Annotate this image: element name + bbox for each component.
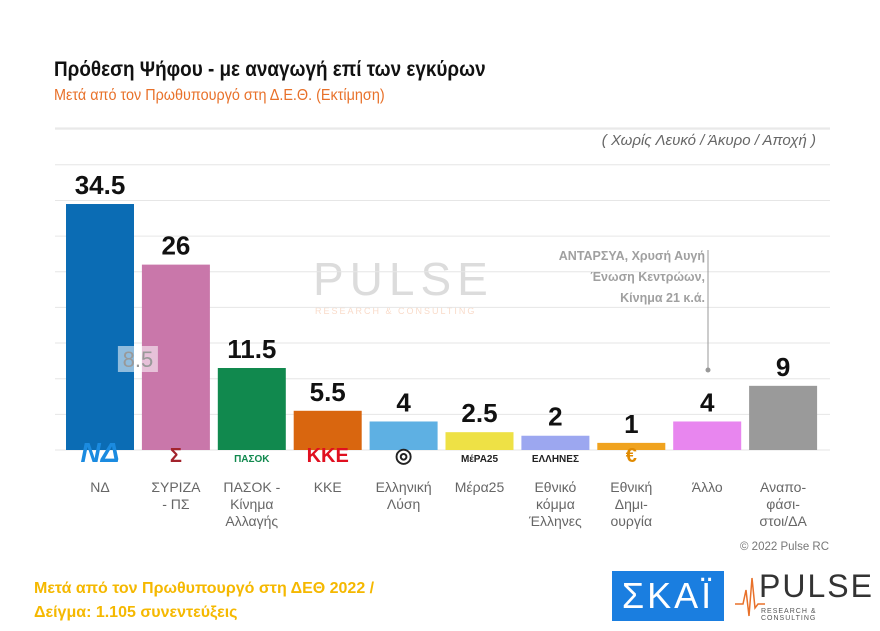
category-label: ουργία: [610, 513, 652, 529]
skai-logo: ΣΚΑΪ: [612, 571, 724, 621]
inner-label-bg: [117, 346, 158, 372]
category-label: στοι/ΔΑ: [759, 513, 807, 529]
bar: [597, 442, 666, 450]
value-label: 4: [396, 387, 411, 417]
chart-note: ( Χωρίς Λευκό / Άκυρο / Αποχή ): [601, 132, 816, 149]
category-label: Μέρα25: [455, 479, 505, 495]
category-label: Αναπο-: [760, 479, 806, 495]
bar: [521, 435, 590, 450]
category-label: Εθνικό: [534, 479, 576, 495]
value-label: 34.5: [75, 170, 126, 200]
category-label: φάσι-: [766, 496, 800, 512]
category-label: Κίνημα: [230, 496, 273, 512]
category-label: ΣΥΡΙΖΑ: [151, 479, 201, 495]
category-label: Ελληνική: [376, 479, 432, 495]
value-label: 11.5: [227, 334, 276, 364]
category-label: Εθνική: [610, 479, 652, 495]
bar: [217, 368, 286, 450]
other-annotation: ΑΝΤΑΡΣΥΑ, Χρυσή Αυγή Ένωση Κεντρώων, Κίν…: [558, 249, 705, 305]
party-logo-icon: ΚΚΕ: [307, 445, 349, 467]
category-label: - ΠΣ: [162, 496, 190, 512]
category-label: Λύση: [387, 496, 420, 512]
pulse-watermark: PULSE RESEARCH & CONSULTING: [313, 253, 494, 316]
bar: [293, 410, 362, 450]
category-label: κόμμα: [536, 496, 575, 512]
chart-subtitle: Μετά από τον Πρωθυπουργό στη Δ.Ε.Θ. (Εκτ…: [54, 87, 385, 104]
bar: [749, 385, 818, 450]
bar: [369, 421, 438, 450]
party-logo-icon: ΜέΡΑ25: [461, 454, 499, 465]
value-label: 9: [776, 352, 790, 382]
footer-note: Μετά από τον Πρωθυπουργό στη ΔΕΘ 2022 / …: [34, 580, 375, 621]
value-label: 1: [624, 409, 638, 439]
bar-chart: 34.5 ΝΔ ΝΔ 26 ΣΥΡΙΖΑ- ΠΣ Σ 11.5 ΠΑΣΟΚ -ΚίνημαΑλ…: [55, 127, 830, 529]
bar: [66, 204, 134, 450]
value-label: 4: [700, 387, 715, 417]
chart-title: Πρόθεση Ψήφου - με αναγωγή επί των εγκύρ…: [54, 58, 486, 81]
category-label: Αλλαγής: [225, 513, 278, 529]
bar: [445, 432, 514, 450]
value-label: 26: [161, 231, 190, 261]
category-label: ΠΑΣΟΚ -: [223, 479, 280, 495]
value-label: 5.5: [310, 377, 346, 407]
category-label: Δημι-: [615, 496, 648, 512]
value-label: 2: [548, 402, 562, 432]
party-logo-icon: ΕΛΛΗΝΕΣ: [532, 454, 579, 465]
party-logo-icon: €: [626, 445, 637, 467]
pulse-logo: PULSE RESEARCH & CONSULTING: [735, 568, 872, 622]
annotation-dot: [705, 367, 711, 373]
category-label: ΝΔ: [90, 479, 109, 495]
copyright: © 2022 Pulse RC: [740, 541, 830, 553]
party-logo-icon: ΠΑΣΟΚ: [234, 454, 270, 465]
value-label: 2.5: [461, 398, 497, 428]
category-label: Έλληνες: [528, 513, 582, 529]
party-logo-icon: ΝΔ: [80, 437, 119, 468]
category-label: ΚΚΕ: [314, 479, 342, 495]
category-label: Άλλο: [692, 479, 723, 495]
bar: [673, 421, 742, 450]
inner-label: 8.5: [123, 347, 154, 372]
party-logo-icon: Σ: [170, 445, 182, 467]
party-logo-icon: ◎: [395, 445, 412, 467]
